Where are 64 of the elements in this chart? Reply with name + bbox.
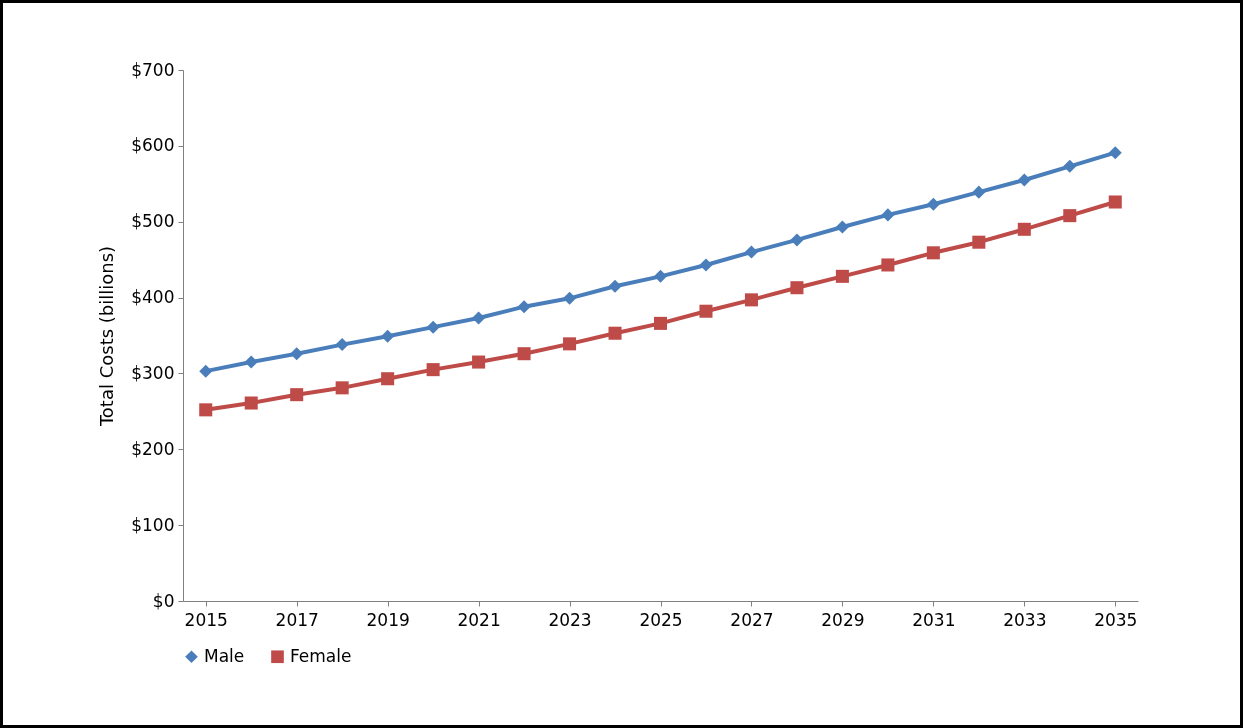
- x-tick-label: 2035: [1094, 609, 1138, 630]
- legend-label: Female: [290, 645, 352, 666]
- point: [972, 185, 986, 199]
- point: [563, 337, 577, 351]
- point: [699, 304, 713, 318]
- point: [199, 364, 213, 378]
- x-tick-label: 2029: [821, 609, 865, 630]
- point: [653, 316, 668, 330]
- y-tick-label: $700: [131, 59, 175, 80]
- point: [381, 329, 395, 343]
- point: [335, 381, 349, 395]
- y-tick-label: $300: [131, 362, 175, 383]
- point: [653, 269, 668, 283]
- x-tick-label: 2033: [1003, 609, 1047, 630]
- point: [608, 279, 622, 293]
- point: [1017, 173, 1031, 187]
- point: [517, 347, 531, 361]
- point: [1108, 195, 1122, 209]
- point: [1017, 222, 1031, 236]
- point: [699, 258, 713, 272]
- point: [790, 281, 804, 295]
- point: [744, 293, 758, 307]
- point: [244, 396, 258, 410]
- x-tick-label: 2017: [275, 609, 319, 630]
- point: [335, 338, 349, 352]
- point: [1063, 209, 1077, 223]
- point: [926, 246, 940, 260]
- x-tick-label: 2021: [457, 609, 501, 630]
- point: [790, 233, 804, 247]
- point: [472, 311, 486, 325]
- point: [472, 355, 486, 369]
- point: [608, 326, 622, 340]
- point: [426, 363, 440, 377]
- y-tick-label: $600: [131, 135, 175, 156]
- point: [290, 347, 304, 361]
- point: [563, 291, 577, 305]
- x-tick-label: 2015: [184, 609, 228, 630]
- y-tick-label: $400: [131, 287, 175, 308]
- x-tick-label: 2023: [548, 609, 592, 630]
- point: [199, 403, 213, 417]
- x-tick-label: 2031: [912, 609, 956, 630]
- y-tick-label: $0: [152, 590, 175, 611]
- x-tick-label: 2019: [366, 609, 410, 630]
- point: [517, 300, 531, 314]
- y-tick-label: $200: [131, 438, 175, 459]
- y-tick-label: $100: [131, 514, 175, 535]
- point: [290, 388, 304, 402]
- point: [1063, 159, 1077, 173]
- point: [926, 197, 940, 211]
- point: [426, 320, 440, 334]
- y-tick-label: $500: [131, 211, 175, 232]
- x-tick-label: 2025: [639, 609, 683, 630]
- point: [835, 220, 849, 234]
- y-axis-title: Total Costs (billions): [96, 245, 118, 428]
- point: [381, 372, 395, 386]
- point: [881, 258, 895, 272]
- legend-label: Male: [204, 645, 245, 666]
- point: [1108, 146, 1122, 160]
- point: [744, 245, 758, 259]
- point: [881, 208, 895, 222]
- point: [835, 269, 849, 283]
- point: [244, 355, 258, 369]
- point: [972, 235, 986, 249]
- x-tick-label: 2027: [730, 609, 774, 630]
